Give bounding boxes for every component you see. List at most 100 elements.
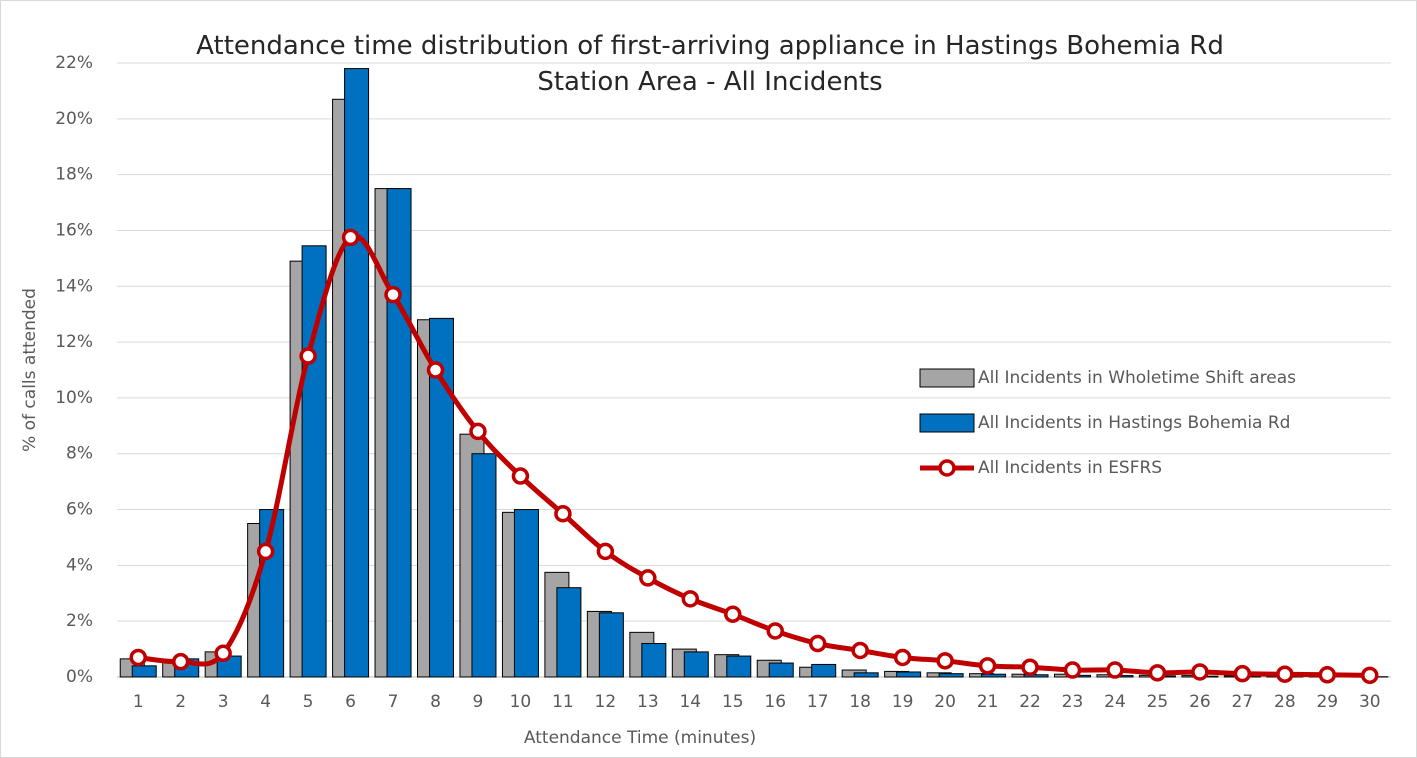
x-tick-label: 28 (1274, 692, 1296, 712)
line-marker (1106, 661, 1124, 679)
x-tick-label: 4 (260, 692, 271, 712)
line-marker (596, 542, 615, 561)
bar (598, 612, 624, 678)
line-marker (893, 648, 912, 667)
line-marker (511, 467, 530, 485)
y-tick-label: 0% (66, 667, 93, 687)
bar (131, 665, 157, 678)
bar (853, 672, 879, 678)
x-tick-label: 27 (1232, 692, 1254, 712)
legend-swatch (919, 413, 975, 433)
bar (768, 662, 794, 678)
y-tick-label: 8% (66, 444, 93, 464)
x-tick-label: 8 (430, 692, 441, 712)
line-marker (129, 648, 147, 667)
line-marker (469, 422, 487, 441)
y-tick-label: 12% (55, 332, 93, 352)
x-tick-label: 13 (637, 692, 659, 712)
y-tick-label: 20% (55, 109, 93, 129)
y-tick-label: 18% (55, 165, 93, 185)
bar (386, 188, 412, 678)
x-tick-label: 23 (1062, 692, 1084, 712)
line-marker (299, 347, 317, 365)
line-marker (341, 228, 360, 247)
y-tick-label: 22% (55, 53, 93, 73)
x-tick-label: 20 (934, 692, 956, 712)
line-marker (681, 590, 700, 608)
line-marker (1361, 666, 1379, 685)
x-tick-label: 12 (595, 692, 617, 712)
x-tick-label: 21 (977, 692, 999, 712)
line-marker (171, 652, 190, 671)
bar (513, 509, 539, 678)
bar (641, 643, 667, 678)
bar (811, 663, 837, 678)
y-tick-label: 6% (66, 500, 93, 520)
x-tick-label: 17 (807, 692, 829, 712)
legend-label: All Incidents in Wholetime Shift areas (978, 368, 1296, 388)
line-marker (1318, 666, 1337, 684)
line-marker (384, 285, 402, 304)
line-marker (766, 622, 784, 640)
x-tick-label: 10 (510, 692, 532, 712)
x-tick-label: 3 (218, 692, 229, 712)
y-tick-label: 2% (66, 611, 93, 631)
y-tick-label: 16% (55, 220, 93, 240)
legend-swatch (919, 368, 975, 388)
x-tick-label: 6 (345, 692, 356, 712)
line-marker (639, 569, 657, 587)
x-tick-label: 5 (303, 692, 314, 712)
x-axis-label: Attendance Time (minutes) (524, 728, 756, 748)
line-marker (1191, 663, 1209, 681)
line-marker (851, 641, 869, 660)
x-tick-label: 22 (1019, 692, 1041, 712)
y-tick-label: 14% (55, 276, 93, 296)
x-tick-label: 15 (722, 692, 744, 712)
chart-title: Attendance time distribution of first-ar… (196, 31, 1224, 97)
line-marker (1276, 665, 1294, 683)
bar (683, 651, 709, 678)
bar (556, 587, 582, 678)
x-tick-label: 2 (175, 692, 186, 712)
legend-label: All Incidents in Hastings Bohemia Rd (978, 413, 1290, 433)
y-tick-label: 10% (55, 388, 93, 408)
x-tick-label: 18 (849, 692, 871, 712)
line-marker (1148, 664, 1167, 682)
x-tick-label: 26 (1189, 692, 1211, 712)
x-tick-label: 16 (764, 692, 786, 712)
x-tick-label: 29 (1316, 692, 1338, 712)
legend-swatch-marker (938, 459, 956, 477)
bar (938, 673, 964, 678)
bar (344, 68, 370, 678)
bar (471, 453, 497, 678)
line-marker (1063, 661, 1082, 679)
line-marker (808, 634, 827, 653)
x-tick-label: 19 (892, 692, 914, 712)
x-tick-label: 1 (133, 692, 144, 712)
line-marker (936, 652, 954, 670)
x-tick-label: 9 (473, 692, 484, 712)
x-tick-label: 25 (1147, 692, 1169, 712)
line-marker (426, 361, 445, 379)
bar (1023, 674, 1049, 678)
x-tick-label: 11 (552, 692, 574, 712)
line-marker (1021, 658, 1039, 676)
line-marker (214, 644, 232, 663)
y-tick-label: 4% (66, 555, 93, 575)
bar (981, 673, 1007, 678)
x-tick-label: 7 (388, 692, 399, 712)
bar (896, 671, 922, 678)
x-tick-label: 30 (1359, 692, 1381, 712)
bar (301, 245, 327, 678)
line-marker (978, 657, 997, 675)
x-tick-label: 24 (1104, 692, 1126, 712)
bar (726, 655, 752, 678)
legend-label: All Incidents in ESFRS (978, 458, 1162, 478)
y-axis-label: % of calls attended (20, 288, 40, 452)
line-marker (256, 542, 275, 561)
line-marker (724, 605, 742, 623)
line-marker (1233, 664, 1252, 683)
line-marker (554, 504, 572, 523)
